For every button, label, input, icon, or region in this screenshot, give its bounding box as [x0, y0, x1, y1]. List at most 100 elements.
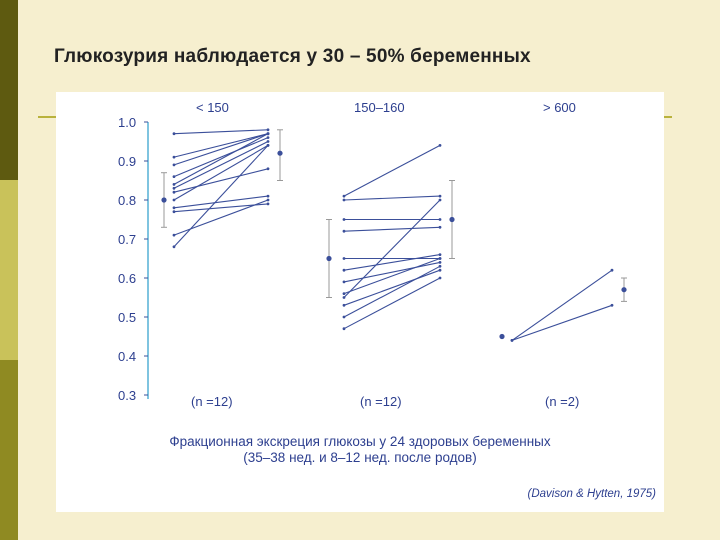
panel-n-label: (n =2)	[545, 394, 579, 409]
subject-line	[511, 269, 613, 341]
title-rule-left	[38, 116, 56, 118]
mean-point-right	[449, 216, 455, 223]
subject-point-left	[342, 303, 346, 307]
chart-caption-line2: (35–38 нед. и 8–12 нед. после родов)	[243, 450, 477, 465]
subject-line	[173, 141, 269, 189]
subject-point-right	[438, 257, 442, 260]
y-tick-label: 0.4	[118, 349, 136, 364]
subject-point-right	[266, 202, 270, 206]
y-tick-label: 0.7	[118, 232, 136, 247]
subject-line	[173, 145, 269, 248]
subject-point-right	[266, 128, 270, 132]
subject-point-left	[172, 163, 176, 167]
panel-n-label: (n =12)	[360, 394, 402, 409]
chart-citation: (Davison & Hytten, 1975)	[527, 488, 656, 500]
chart-caption-line1: Фракционная экскреция глюкозы у 24 здоро…	[169, 434, 551, 449]
subject-point-right	[266, 140, 270, 143]
subject-point-right	[266, 194, 270, 198]
panel-n-label: (n =12)	[191, 394, 233, 409]
subject-point-left	[342, 292, 346, 295]
subject-line	[343, 199, 441, 298]
subject-point-left	[342, 198, 346, 202]
subject-line	[173, 137, 269, 178]
subject-point-left	[172, 245, 176, 249]
subject-line	[343, 261, 441, 283]
subject-point-left	[342, 327, 346, 331]
subject-line	[343, 265, 441, 318]
subject-line	[343, 257, 441, 295]
subject-line	[173, 129, 269, 135]
title-rule-right	[664, 116, 672, 118]
subject-line	[343, 144, 441, 197]
y-tick-label: 0.3	[118, 388, 136, 403]
subject-line	[173, 144, 269, 201]
subject-point-left	[342, 229, 346, 233]
y-tick-label: 1.0	[118, 115, 136, 130]
subject-point-right	[266, 144, 270, 147]
panel-label: < 150	[196, 100, 229, 115]
mean-point-right	[277, 150, 283, 156]
subject-point-right	[438, 276, 442, 280]
subject-point-left	[172, 183, 176, 186]
subject-point-right	[266, 198, 270, 202]
subject-line	[343, 195, 441, 201]
subject-line	[173, 168, 269, 193]
subject-point-left	[172, 198, 176, 202]
subject-line	[511, 304, 613, 341]
mean-point-left	[499, 333, 505, 340]
chart-figure: 1.0 0.9 0.8 0.7 0.6 0.5 0.4 0.3 < 150 (n =12) 150–…	[56, 92, 664, 512]
subject-point-left	[172, 175, 176, 178]
subject-line	[173, 133, 269, 185]
subject-point-left	[172, 186, 176, 190]
subject-point-left	[172, 210, 176, 214]
subject-point-right	[438, 253, 442, 256]
subject-line	[343, 254, 441, 271]
y-tick-label: 0.8	[118, 193, 136, 208]
subject-line	[173, 203, 269, 213]
subject-point-left	[342, 280, 346, 284]
subject-line	[173, 195, 269, 209]
subject-line	[173, 133, 269, 158]
subject-point-right	[438, 194, 442, 198]
subject-point-right	[438, 261, 442, 264]
left-accent-bar-olive	[0, 360, 18, 540]
subject-point-left	[172, 155, 176, 159]
subject-point-left	[342, 296, 346, 299]
y-tick-label: 0.5	[118, 310, 136, 325]
subject-point-right	[610, 268, 614, 272]
subject-point-right	[266, 132, 270, 136]
left-accent-bar-light	[0, 180, 18, 360]
subject-point-right	[438, 218, 442, 221]
subject-point-right	[266, 167, 270, 171]
panel-label: 150–160	[354, 100, 405, 115]
subject-point-left	[342, 315, 346, 319]
slide-title: Глюкозурия наблюдается у 30 – 50% береме…	[54, 46, 531, 67]
panel-label: > 600	[543, 100, 576, 115]
subject-point-left	[172, 190, 176, 194]
subject-point-left	[172, 233, 176, 237]
subject-point-right	[438, 268, 442, 272]
subject-point-right	[438, 144, 442, 147]
subject-point-left	[510, 339, 514, 342]
y-tick-label: 0.9	[118, 154, 136, 169]
mean-point-right	[621, 287, 627, 293]
subject-line	[173, 133, 269, 166]
subject-point-right	[438, 198, 442, 202]
subject-line	[343, 269, 441, 306]
subject-point-left	[342, 218, 346, 221]
mean-point-left	[161, 197, 167, 203]
chart-svg: 1.0 0.9 0.8 0.7 0.6 0.5 0.4 0.3 < 150 (n =12) 150–…	[118, 100, 627, 409]
subject-point-left	[342, 194, 346, 198]
subject-line	[173, 199, 269, 236]
subject-point-left	[342, 268, 346, 272]
subject-point-right	[610, 303, 614, 307]
subject-point-right	[266, 136, 270, 139]
left-accent-bar-dark	[0, 0, 18, 180]
subject-point-left	[342, 257, 346, 260]
subject-point-left	[172, 132, 176, 136]
mean-point-left	[326, 255, 332, 262]
subject-point-right	[438, 264, 442, 268]
subject-line	[343, 226, 441, 232]
subject-line	[343, 277, 441, 330]
subject-point-right	[438, 225, 442, 229]
